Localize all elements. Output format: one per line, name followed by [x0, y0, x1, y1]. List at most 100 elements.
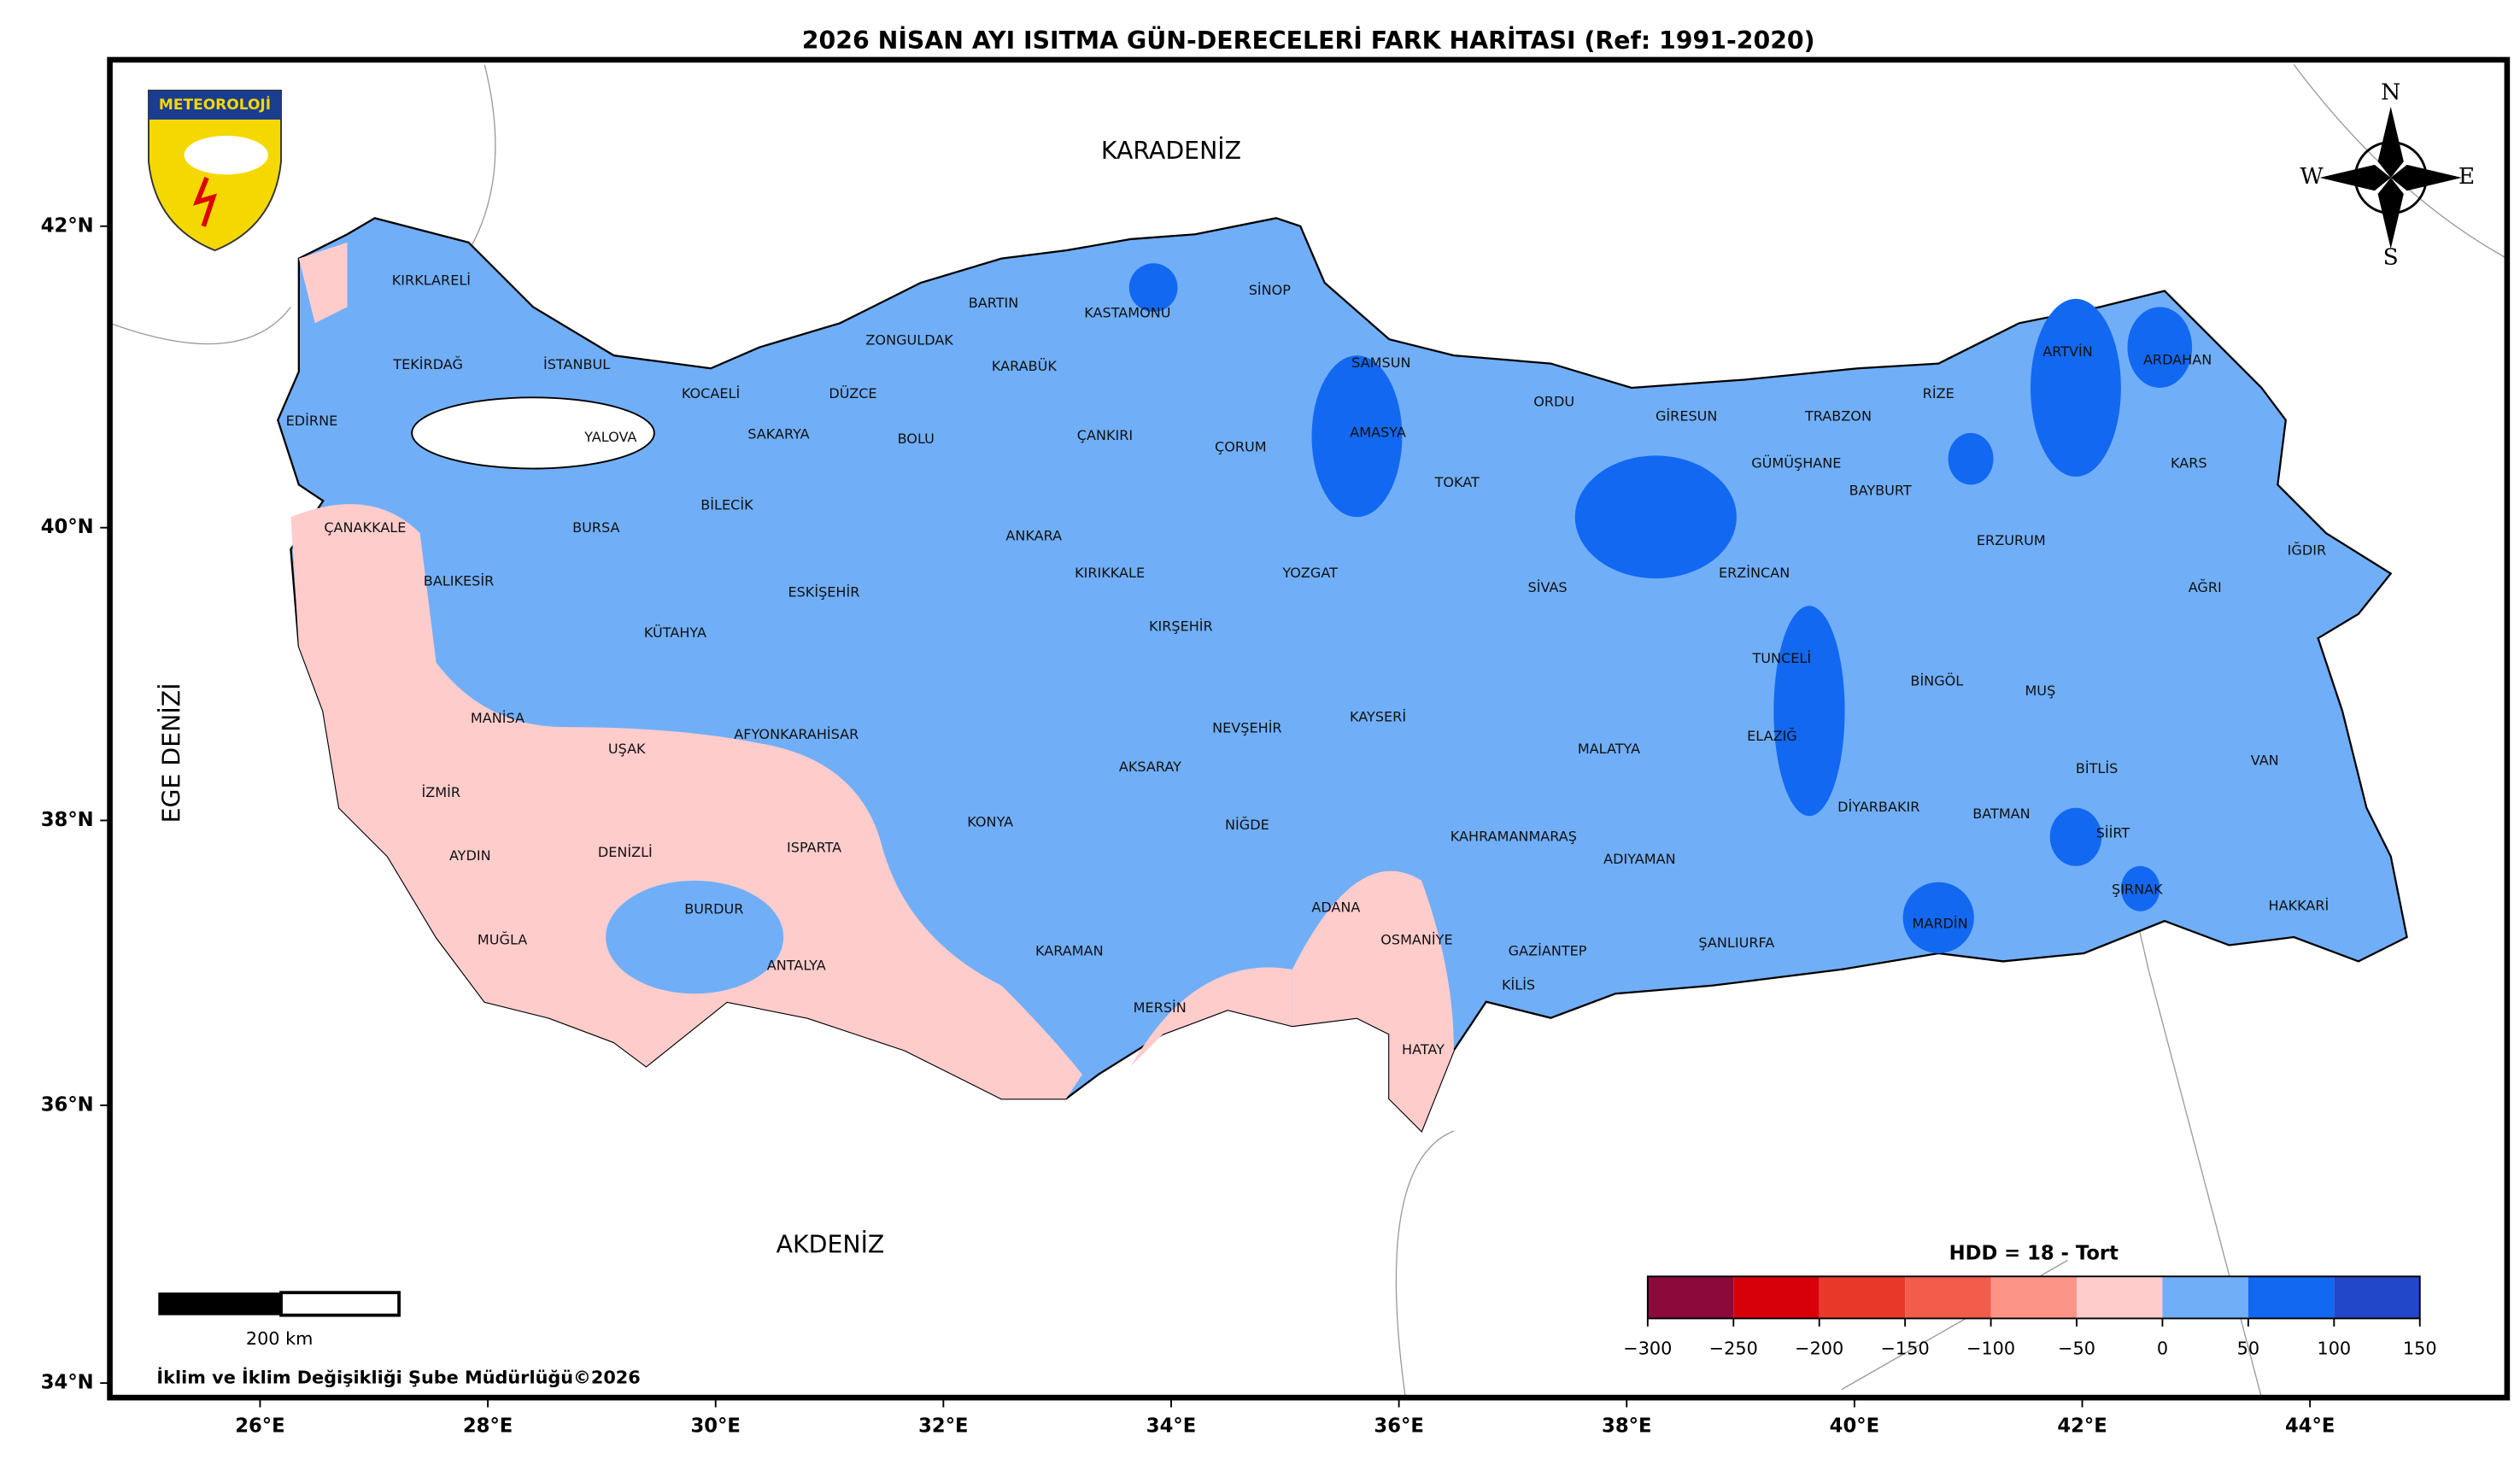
province-label: BİTLİS	[2076, 760, 2118, 776]
province-label: HAKKARİ	[2269, 898, 2330, 914]
sea-label: EGE DENİZİ	[157, 683, 185, 823]
province-label: KAYSERİ	[1350, 708, 1406, 724]
colorbar-segment	[1990, 1276, 2078, 1319]
province-label: KASTAMONU	[1084, 304, 1170, 320]
province-label: GAZİANTEP	[1509, 943, 1587, 959]
province-label: ŞANLIURFA	[1698, 935, 1774, 951]
province-label: AFYONKARAHİSAR	[734, 726, 859, 742]
negative-anomaly-west	[290, 504, 1082, 1099]
province-label: BİLECİK	[700, 497, 753, 513]
map-area: KARADENİZ AKDENİZ EGE DENİZİ KIRKLARELİ T…	[109, 59, 2508, 1398]
colorbar-tick-label: 50	[2237, 1338, 2259, 1358]
province-label: AYDIN	[449, 847, 491, 864]
colorbar-tick-label: −300	[1623, 1338, 1672, 1358]
colorbar-segment	[1905, 1276, 1991, 1319]
province-label: MANİSA	[471, 710, 525, 726]
colorbar-tick-label: 100	[2317, 1338, 2351, 1358]
province-label: RİZE	[1923, 385, 1954, 401]
province-label: BİNGÖL	[1910, 673, 1963, 689]
province-label: DENİZLİ	[598, 844, 653, 860]
province-label: OSMANİYE	[1380, 931, 1452, 947]
logo-text: METEOROLOJİ	[159, 95, 271, 114]
colorbar-tick-label: 0	[2157, 1338, 2168, 1358]
lon-tick-label: 26°E	[235, 1415, 284, 1438]
province-label: İZMİR	[422, 784, 460, 800]
province-label: GİRESUN	[1656, 407, 1717, 424]
province-label: ADIYAMAN	[1603, 851, 1676, 867]
province-label: ERZİNCAN	[1719, 565, 1790, 581]
sea-label: KARADENİZ	[1101, 137, 1241, 165]
province-label: ORDU	[1533, 393, 1574, 409]
province-label: BURDUR	[684, 900, 743, 917]
province-label: KIRŞEHİR	[1149, 618, 1213, 634]
colorbar-segment	[1647, 1276, 1734, 1319]
province-label: KIRKLARELİ	[392, 272, 471, 289]
lon-tick-label: 34°E	[1146, 1415, 1196, 1438]
province-label: AĞRI	[2189, 579, 2222, 595]
compass-w: W	[2300, 163, 2324, 190]
province-label: UŞAK	[608, 741, 646, 757]
province-label: MUŞ	[2025, 683, 2055, 699]
map-frame	[107, 56, 2511, 1401]
province-label: VAN	[2251, 752, 2279, 768]
province-label: KIRIKKALE	[1075, 565, 1145, 581]
lon-tick-label: 42°E	[2057, 1415, 2107, 1438]
sea-label: AKDENİZ	[777, 1230, 885, 1258]
province-label: TRABZON	[1804, 407, 1872, 424]
colorbar-segment	[2162, 1276, 2248, 1319]
province-label: SİNOP	[1249, 282, 1292, 298]
province-label: ANTALYA	[767, 958, 826, 974]
lat-tick-label: 34°N	[41, 1372, 94, 1394]
province-label: ŞIRNAK	[2112, 882, 2163, 898]
strong-positive-patches	[1128, 263, 2193, 953]
negative-anomaly-edirne	[298, 242, 348, 324]
lon-tick-label: 36°E	[1374, 1415, 1423, 1438]
province-label: MALATYA	[1578, 741, 1640, 757]
province-label: BOLU	[898, 431, 935, 447]
province-label: ARDAHAN	[2143, 351, 2212, 367]
province-label: ZONGULDAK	[865, 332, 953, 349]
province-label: TEKİRDAĞ	[392, 356, 463, 372]
colorbar-segment	[2334, 1276, 2420, 1319]
province-label: SAKARYA	[747, 425, 809, 442]
marmara-sea	[411, 396, 655, 470]
province-label: YALOVA	[583, 429, 636, 445]
province-label: SİVAS	[1528, 579, 1568, 595]
negative-anomaly-mersin	[1130, 967, 1292, 1067]
compass-rose: N E S W	[2300, 79, 2475, 271]
province-label: BARTIN	[969, 295, 1019, 311]
province-label: KİLİS	[1502, 976, 1535, 993]
lat-tick-label: 42°N	[41, 214, 94, 237]
negative-anomaly-adana	[1292, 870, 1454, 1132]
province-label: ÇANAKKALE	[324, 519, 406, 536]
lon-tick-label: 32°E	[918, 1415, 968, 1438]
province-label: ERZURUM	[1977, 532, 2046, 548]
colorbar-tick-label: −150	[1881, 1338, 1930, 1358]
colorbar-segment	[2247, 1276, 2335, 1319]
province-label: ARTVİN	[2042, 343, 2093, 360]
colorbar-segment	[1819, 1276, 1906, 1319]
province-label: AMASYA	[1350, 424, 1406, 440]
province-label: ESKİŞEHİR	[788, 584, 859, 601]
lat-tick-label: 40°N	[41, 516, 94, 538]
legend-title: HDD = 18 - Tort	[1949, 1242, 2119, 1264]
province-label: HATAY	[1402, 1041, 1445, 1058]
province-label: NEVŞEHİR	[1212, 720, 1281, 736]
colorbar-segment	[1733, 1276, 1820, 1319]
scale-label: 200 km	[246, 1328, 314, 1349]
province-label: MUĞLA	[478, 931, 527, 947]
province-label: ELAZIĞ	[1747, 728, 1797, 744]
lon-tick-label: 40°E	[1830, 1415, 1879, 1438]
colorbar-tick-label: −200	[1795, 1338, 1843, 1358]
province-label: BALIKESİR	[424, 572, 494, 589]
colorbar-tick-label: −100	[1966, 1338, 2015, 1358]
compass-e: E	[2458, 163, 2475, 190]
province-label: ISPARTA	[787, 840, 841, 856]
colorbar-tick-label: 150	[2403, 1338, 2437, 1358]
province-label: ANKARA	[1005, 527, 1062, 543]
scale-bar: 200 km	[158, 1291, 401, 1349]
province-label: NİĞDE	[1225, 817, 1269, 833]
province-label: KARABÜK	[992, 358, 1058, 374]
province-label: DÜZCE	[829, 385, 876, 401]
